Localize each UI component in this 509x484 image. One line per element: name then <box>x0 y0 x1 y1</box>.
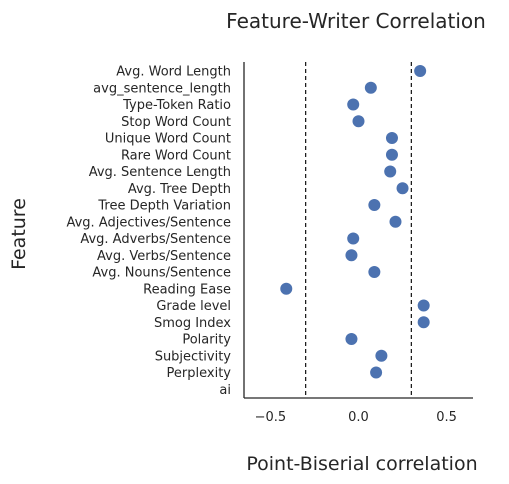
data-point <box>347 232 360 245</box>
y-tick-label: Avg. Tree Depth <box>128 182 231 197</box>
data-point <box>368 199 381 211</box>
x-axis-label: Point-Biserial correlation <box>246 453 477 475</box>
reference-lines <box>305 62 412 398</box>
data-point <box>417 299 430 312</box>
data-point <box>385 132 398 144</box>
y-tick-label: Avg. Nouns/Sentence <box>92 266 231 281</box>
data-point <box>396 182 409 195</box>
data-point <box>414 65 427 77</box>
y-tick-label: Subjectivity <box>155 349 232 364</box>
y-tick-label: Stop Word Count <box>121 115 231 130</box>
y-tick-label: Reading Ease <box>143 282 231 297</box>
data-points <box>280 65 430 379</box>
data-point <box>384 165 397 178</box>
y-tick-label: Unique Word Count <box>105 132 231 147</box>
y-tick-label: Avg. Adverbs/Sentence <box>80 232 231 247</box>
y-axis-label: Feature <box>8 198 30 270</box>
y-tick-label: Rare Word Count <box>121 148 231 163</box>
y-tick-label: Smog Index <box>154 316 231 331</box>
data-point <box>345 249 358 262</box>
data-point <box>385 148 398 161</box>
y-tick-label: ai <box>219 383 231 398</box>
y-tick-label: Grade level <box>156 299 231 314</box>
data-point <box>364 81 377 94</box>
data-point <box>370 366 383 379</box>
data-point <box>368 266 381 278</box>
x-tick-label: 0.0 <box>348 410 369 425</box>
x-tick-label: 0.5 <box>436 410 457 425</box>
data-point <box>417 316 430 329</box>
y-tick-label: Type-Token Ratio <box>122 98 231 113</box>
y-tick-label: Tree Depth Variation <box>97 199 231 214</box>
y-tick-label: avg_sentence_length <box>93 81 231 96</box>
data-point <box>345 333 358 345</box>
y-tick-label: Polarity <box>182 333 231 348</box>
data-point <box>389 215 402 228</box>
x-tick-labels: −0.5 0.0 0.5 <box>255 410 457 425</box>
data-point <box>280 282 293 295</box>
y-tick-label: Avg. Sentence Length <box>89 165 231 180</box>
y-tick-label: Avg. Word Length <box>116 65 231 80</box>
data-point <box>375 349 388 362</box>
y-tick-label: Avg. Verbs/Sentence <box>97 249 231 264</box>
data-point <box>352 115 365 128</box>
y-tick-label: Perplexity <box>167 366 232 381</box>
chart-title: Feature-Writer Correlation <box>226 9 486 33</box>
x-tick-label: −0.5 <box>255 410 287 425</box>
data-point <box>347 98 360 111</box>
y-tick-label: Avg. Adjectives/Sentence <box>66 215 231 230</box>
